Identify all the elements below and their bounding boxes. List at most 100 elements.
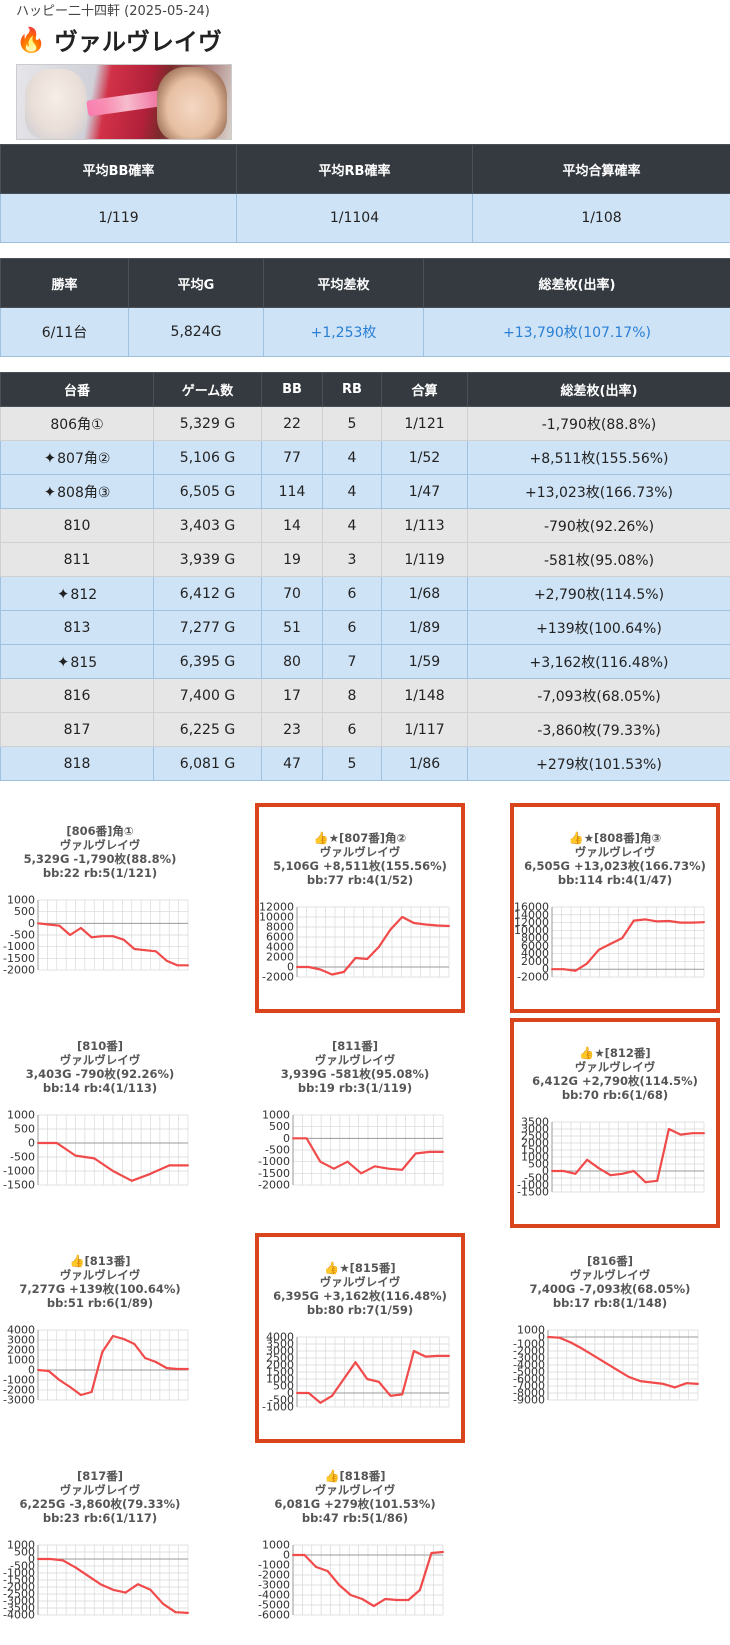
data-point	[407, 1599, 409, 1601]
sparkle-icon: ✦	[57, 585, 70, 603]
header-diff: 総差枚(出率)	[468, 373, 730, 407]
data-point	[75, 1566, 77, 1568]
data-point	[123, 939, 125, 941]
data-point	[58, 1379, 60, 1381]
y-tick-label: -2000	[3, 964, 35, 977]
data-point	[374, 1165, 376, 1167]
data-point	[112, 935, 114, 937]
data-point	[343, 971, 345, 973]
data-point	[621, 937, 623, 939]
unit-games: 6,395 G	[154, 645, 262, 679]
unit-number: ✦807角②	[1, 441, 154, 475]
data-point	[150, 1173, 152, 1175]
unit-diff: -1,790枚(88.8%)	[468, 407, 730, 441]
unit-games: 7,277 G	[154, 611, 262, 645]
y-tick-label: -1500	[517, 1186, 549, 1199]
data-point	[133, 1343, 135, 1345]
y-tick-label: -2000	[258, 1179, 290, 1192]
data-point	[296, 966, 298, 968]
data-point	[50, 1558, 52, 1560]
unit-games: 6,225 G	[154, 713, 262, 747]
unit-games: 5,106 G	[154, 441, 262, 475]
data-point	[187, 1164, 189, 1166]
unit-rb: 3	[323, 543, 382, 577]
y-tick-label: -1500	[3, 1179, 35, 1192]
data-point	[387, 1168, 389, 1170]
unit-total-prob: 1/52	[382, 441, 468, 475]
unit-number: 818	[1, 747, 154, 781]
sparkle-icon: ✦	[44, 449, 57, 467]
y-tick-label: -2000	[262, 971, 294, 984]
data-point	[100, 1583, 102, 1585]
data-point	[656, 1180, 658, 1182]
data-point	[628, 1376, 630, 1378]
data-point	[448, 1355, 450, 1357]
unit-total-prob: 1/89	[382, 611, 468, 645]
data-point	[586, 1159, 588, 1161]
unit-rb: 4	[323, 441, 382, 475]
unit-total-prob: 1/59	[382, 645, 468, 679]
data-point	[430, 1552, 432, 1554]
unit-number: 813	[1, 611, 154, 645]
machine-title: 🔥 ヴァルヴレイヴ	[16, 22, 222, 57]
data-point	[419, 1589, 421, 1591]
data-point	[651, 1382, 653, 1384]
data-point	[428, 1151, 430, 1153]
data-point	[674, 1386, 676, 1388]
sparkle-icon: ✦	[44, 483, 57, 501]
data-point	[413, 922, 415, 924]
data-point	[639, 1380, 641, 1382]
data-point	[304, 1554, 306, 1556]
data-point	[331, 974, 333, 976]
unit-games: 3,939 G	[154, 543, 262, 577]
y-tick-label: 1000	[7, 1109, 35, 1122]
data-point	[101, 1351, 103, 1353]
unit-total-prob: 1/121	[382, 407, 468, 441]
data-point	[175, 1611, 177, 1613]
header-avg-diff: 平均差枚	[264, 259, 424, 308]
unit-diff: +2,790枚(114.5%)	[468, 577, 730, 611]
data-point	[691, 922, 693, 924]
unit-bb: 19	[262, 543, 323, 577]
fire-icon: 🔥	[16, 26, 46, 54]
data-point	[656, 920, 658, 922]
unit-games: 6,081 G	[154, 747, 262, 781]
data-point	[378, 946, 380, 948]
data-point	[413, 1350, 415, 1352]
data-point	[166, 1367, 168, 1369]
data-point	[378, 1381, 380, 1383]
data-point	[87, 1575, 89, 1577]
data-point	[354, 1361, 356, 1363]
data-point	[703, 921, 705, 923]
unit-bb: 114	[262, 475, 323, 509]
machine-name: ヴァルヴレイヴ	[54, 22, 222, 57]
data-point	[396, 1599, 398, 1601]
unit-total-prob: 1/117	[382, 713, 468, 747]
data-point	[390, 1395, 392, 1397]
data-point	[354, 957, 356, 959]
data-point	[598, 1167, 600, 1169]
data-point	[347, 1161, 349, 1163]
data-point	[605, 1362, 607, 1364]
data-point	[680, 1134, 682, 1136]
data-point	[91, 1391, 93, 1393]
data-point	[155, 950, 157, 952]
unit-number-label: 807角②	[57, 451, 110, 467]
unit-rb: 4	[323, 509, 382, 543]
